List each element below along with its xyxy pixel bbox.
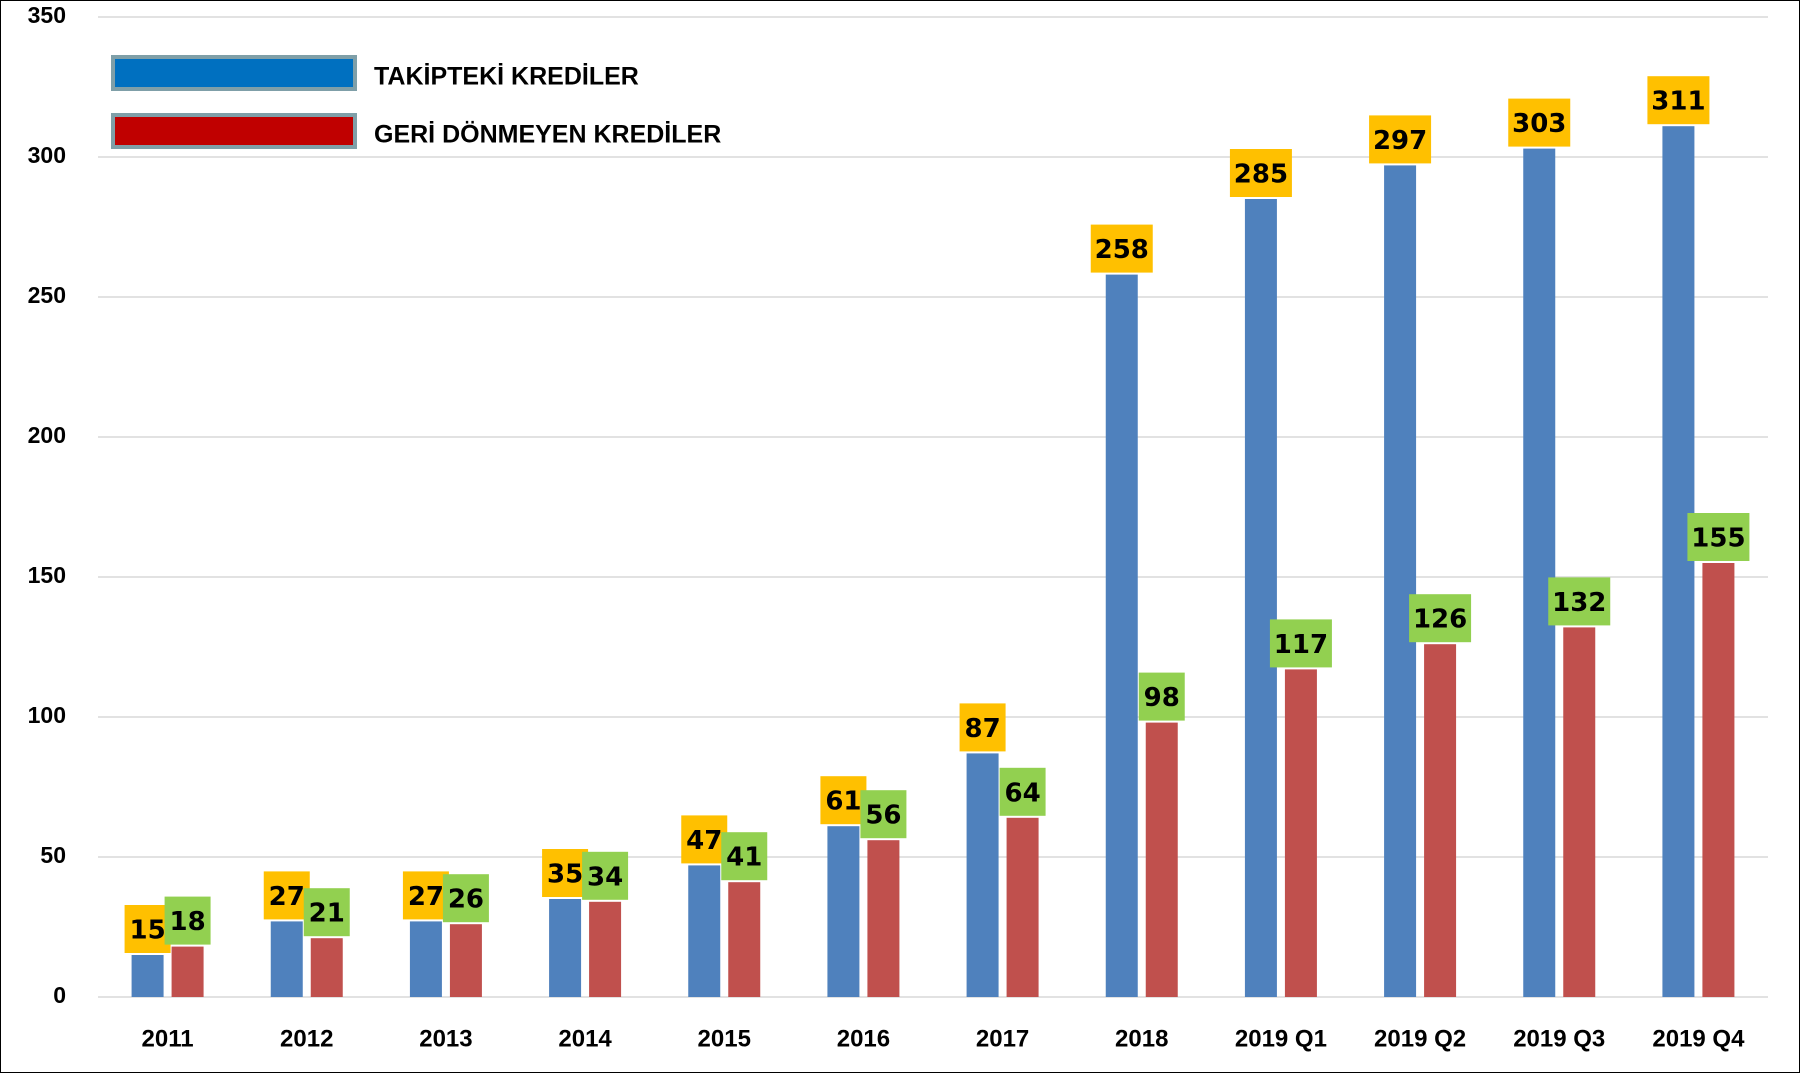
value-label: 126 bbox=[1413, 605, 1467, 635]
value-label: 18 bbox=[169, 907, 205, 937]
y-tick-label: 150 bbox=[28, 562, 66, 588]
x-tick-label: 2014 bbox=[558, 1025, 612, 1052]
value-label-box bbox=[164, 896, 211, 945]
value-label: 41 bbox=[726, 843, 762, 873]
y-tick-label: 300 bbox=[28, 142, 66, 168]
value-label-box bbox=[402, 871, 449, 920]
value-label-box bbox=[124, 905, 171, 953]
y-tick-label: 350 bbox=[28, 2, 66, 28]
value-label-box bbox=[1138, 672, 1185, 721]
x-tick-label: 2019 Q1 bbox=[1235, 1025, 1327, 1052]
value-label-box bbox=[1269, 619, 1332, 668]
value-label-box bbox=[681, 815, 728, 864]
y-tick-label: 200 bbox=[28, 422, 66, 448]
value-label: 258 bbox=[1095, 235, 1149, 265]
bar bbox=[1662, 126, 1695, 997]
bar bbox=[589, 901, 622, 997]
legend-swatch bbox=[111, 55, 357, 91]
value-label-box bbox=[1369, 115, 1432, 164]
value-label: 61 bbox=[825, 787, 861, 817]
value-label-box bbox=[1229, 149, 1292, 197]
value-label: 56 bbox=[865, 801, 901, 831]
x-tick-label: 2011 bbox=[142, 1025, 194, 1052]
value-label-box bbox=[721, 832, 768, 881]
value-label-box bbox=[959, 703, 1006, 752]
value-label: 132 bbox=[1552, 588, 1606, 618]
x-tick-label: 2019 Q2 bbox=[1374, 1025, 1466, 1052]
value-label-box bbox=[1409, 594, 1472, 643]
x-tick-label: 2013 bbox=[419, 1025, 472, 1052]
value-label: 297 bbox=[1373, 126, 1427, 156]
value-label-box bbox=[263, 871, 310, 920]
value-label: 64 bbox=[1004, 778, 1040, 808]
legend-swatch bbox=[111, 113, 357, 149]
value-label: 285 bbox=[1234, 160, 1288, 190]
value-label-box bbox=[303, 888, 350, 937]
bar bbox=[966, 753, 999, 997]
value-label-box bbox=[442, 874, 489, 923]
x-tick-label: 2015 bbox=[698, 1025, 751, 1052]
value-label-box bbox=[860, 790, 907, 839]
x-tick-label: 2019 Q3 bbox=[1513, 1025, 1605, 1052]
value-label: 47 bbox=[686, 826, 722, 856]
value-label: 87 bbox=[964, 714, 1000, 744]
value-label: 35 bbox=[547, 860, 583, 890]
bar bbox=[1244, 199, 1277, 997]
value-label: 27 bbox=[269, 882, 305, 912]
value-label: 27 bbox=[408, 882, 444, 912]
y-tick-label: 250 bbox=[28, 282, 66, 308]
value-label-box bbox=[999, 767, 1046, 816]
bar bbox=[1105, 274, 1138, 998]
bar bbox=[1284, 669, 1317, 997]
bar bbox=[1563, 627, 1596, 997]
value-label-box bbox=[820, 776, 867, 825]
value-label-box bbox=[582, 851, 629, 900]
value-label-box bbox=[542, 849, 589, 897]
bar bbox=[688, 865, 721, 997]
bar bbox=[867, 840, 900, 997]
bar bbox=[549, 899, 582, 997]
bar bbox=[1145, 722, 1178, 997]
bar bbox=[1523, 148, 1556, 998]
legend-label: GERİ DÖNMEYEN KREDİLER bbox=[374, 120, 721, 149]
bar bbox=[1702, 563, 1735, 997]
bar bbox=[131, 955, 164, 997]
value-label: 311 bbox=[1651, 87, 1705, 117]
x-tick-label: 2018 bbox=[1115, 1025, 1168, 1052]
value-label-box bbox=[1687, 513, 1750, 561]
bar bbox=[1384, 165, 1417, 997]
bar bbox=[728, 882, 761, 997]
value-label: 34 bbox=[587, 862, 623, 892]
y-tick-label: 50 bbox=[40, 842, 66, 868]
value-label: 21 bbox=[309, 899, 345, 929]
value-label-box bbox=[1508, 98, 1571, 147]
value-label-box bbox=[1090, 224, 1153, 273]
value-label-box bbox=[1647, 76, 1710, 125]
bar bbox=[1006, 817, 1039, 997]
legend-label: TAKİPTEKİ KREDİLER bbox=[374, 63, 639, 91]
value-label: 15 bbox=[129, 916, 165, 946]
bar bbox=[270, 921, 303, 997]
bar bbox=[310, 938, 343, 997]
value-label-box bbox=[1548, 577, 1611, 626]
y-tick-label: 0 bbox=[53, 982, 66, 1008]
value-label: 303 bbox=[1512, 109, 1566, 139]
value-label: 98 bbox=[1144, 683, 1180, 713]
bar bbox=[827, 826, 860, 997]
value-label: 26 bbox=[448, 885, 484, 915]
value-label: 155 bbox=[1691, 524, 1745, 554]
bar bbox=[1424, 644, 1457, 997]
bar bbox=[171, 946, 204, 997]
x-tick-label: 2019 Q4 bbox=[1652, 1025, 1745, 1052]
x-tick-label: 2016 bbox=[837, 1025, 890, 1052]
bar bbox=[449, 924, 482, 997]
x-tick-label: 2017 bbox=[976, 1025, 1029, 1052]
value-label: 117 bbox=[1274, 630, 1328, 660]
bar bbox=[409, 921, 442, 997]
x-tick-label: 2012 bbox=[280, 1025, 333, 1052]
y-tick-label: 100 bbox=[28, 702, 66, 728]
